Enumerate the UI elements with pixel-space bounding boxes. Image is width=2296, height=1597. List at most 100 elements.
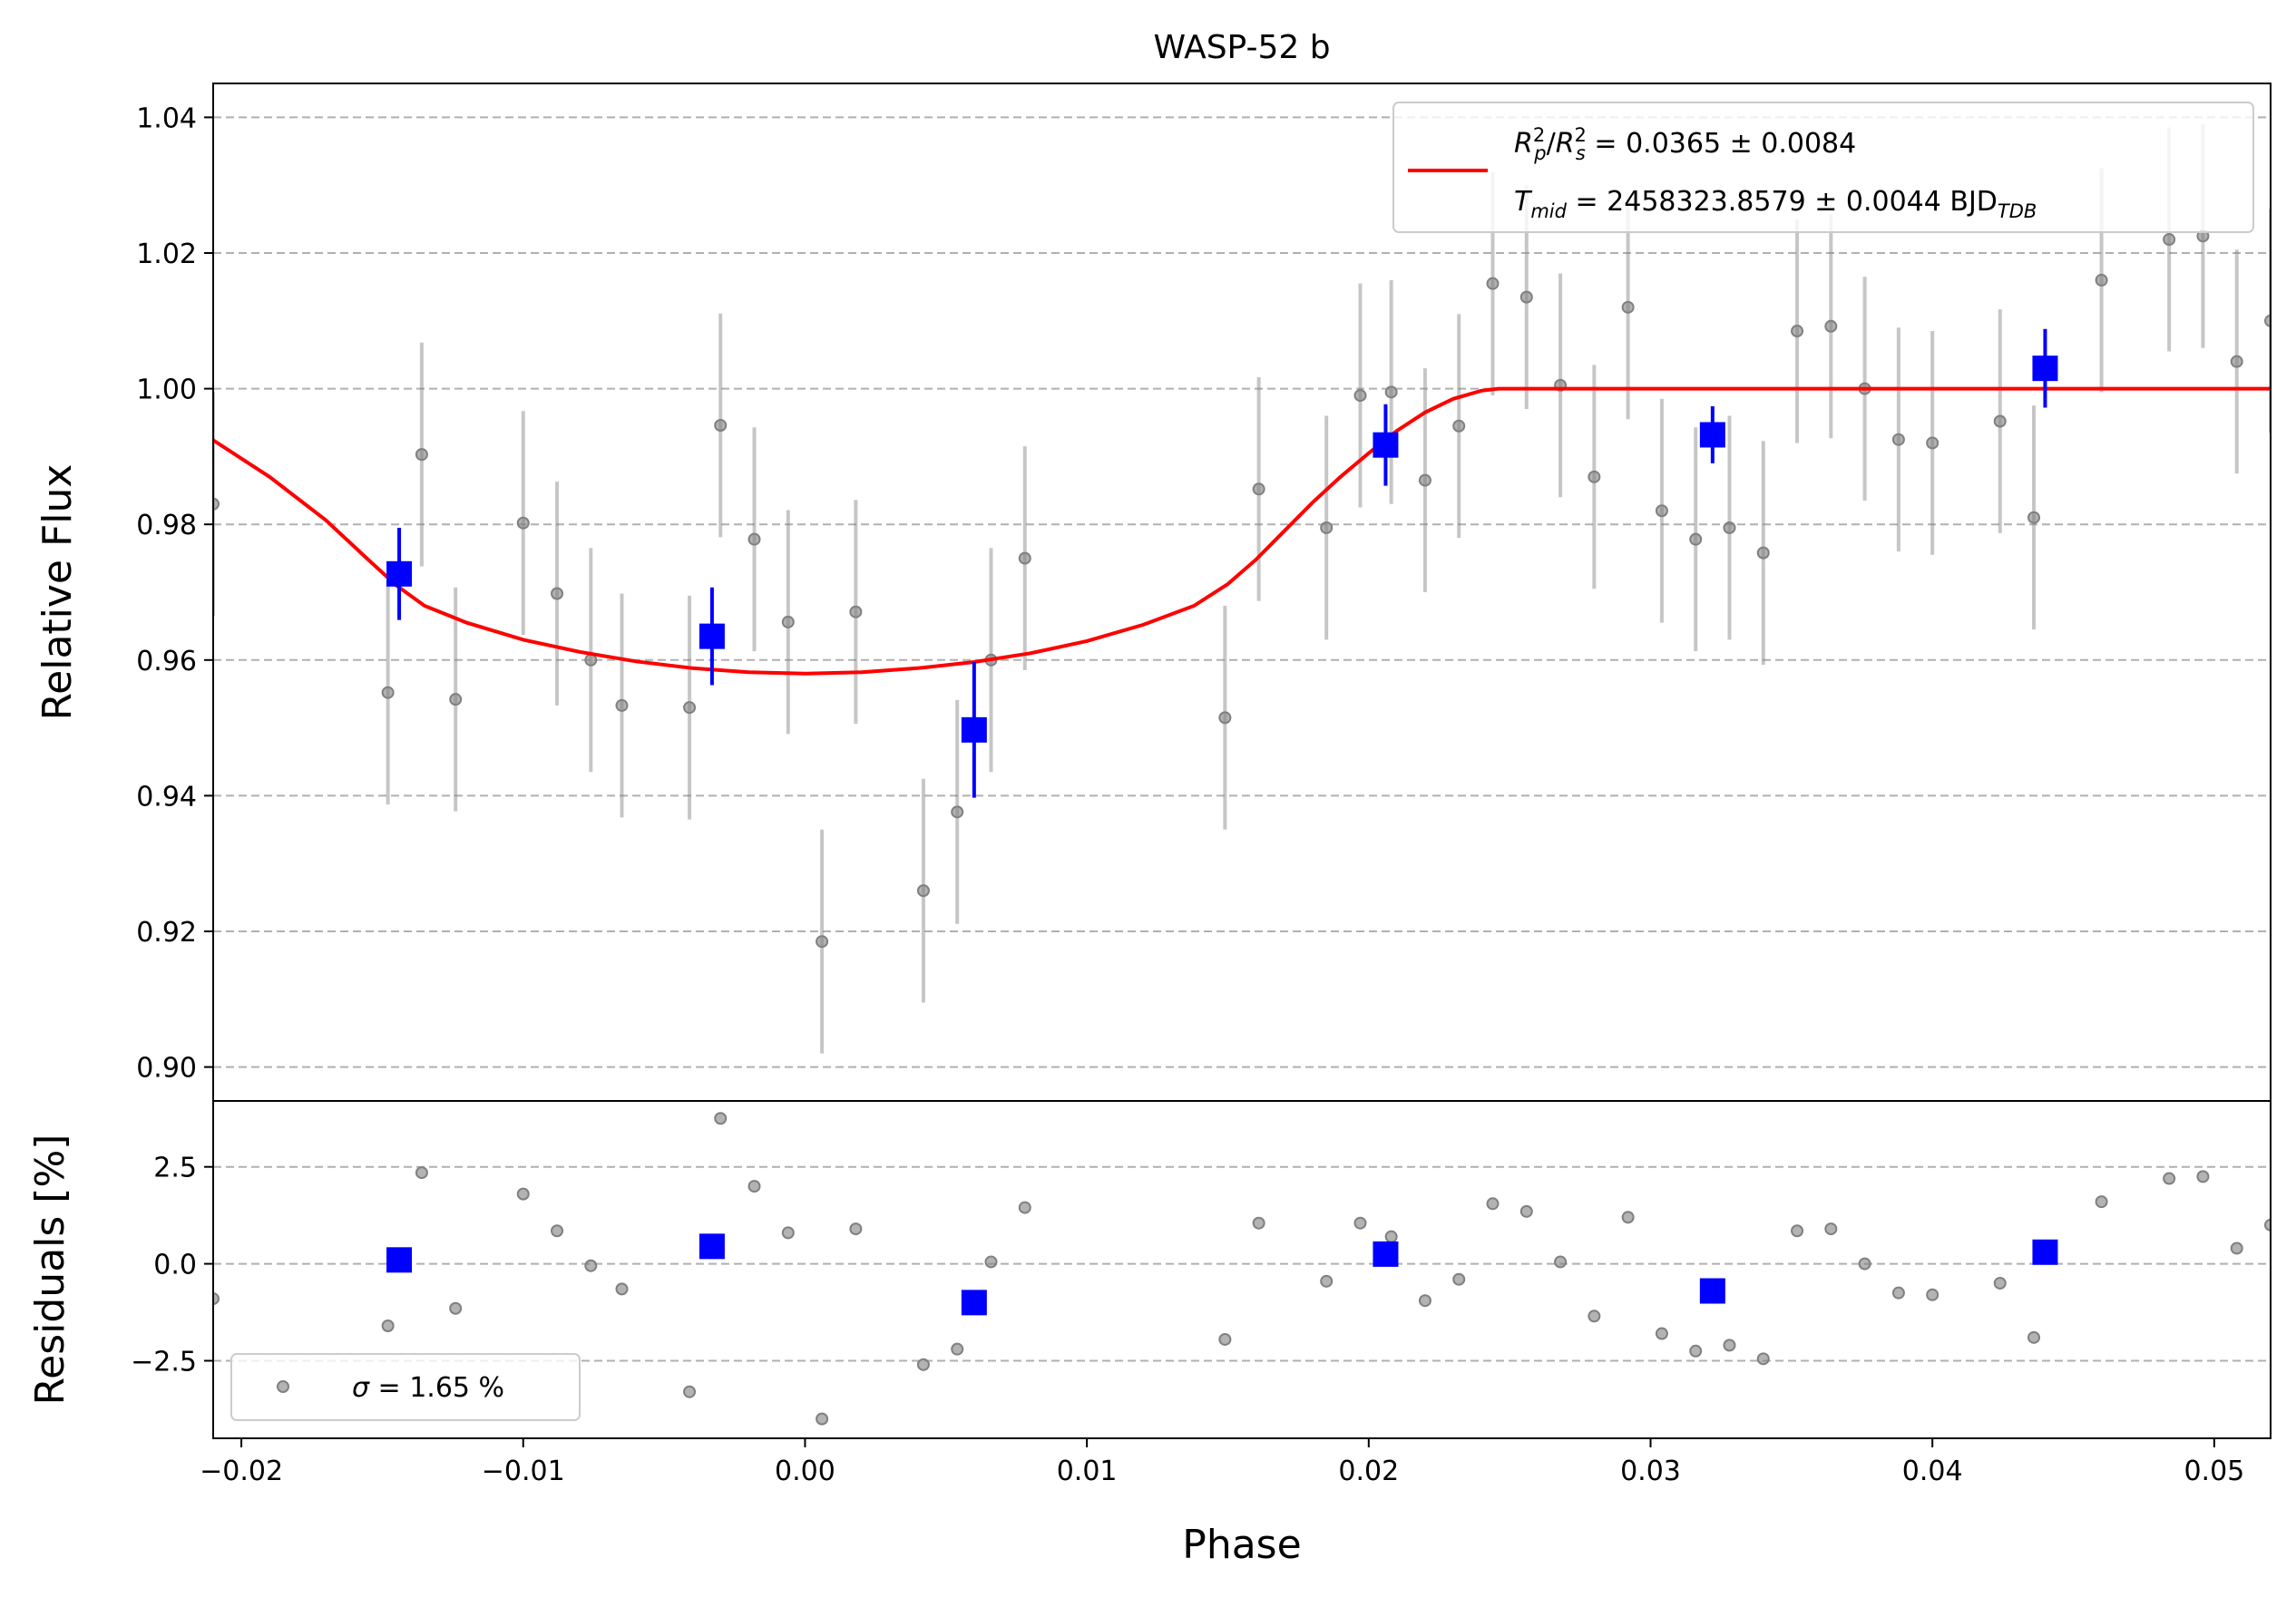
residual-binned-point — [2032, 1239, 2058, 1265]
raw-point — [747, 532, 761, 546]
raw-point — [1018, 551, 1031, 565]
residual-raw-point — [2027, 1330, 2041, 1344]
binned-point — [2032, 355, 2058, 382]
residual-raw-point — [1926, 1288, 1939, 1301]
residuals-legend-box — [230, 1353, 581, 1421]
raw-point — [1418, 473, 1431, 487]
main-y-tick-label: 0.92 — [136, 917, 197, 949]
residual-binned-point — [699, 1233, 725, 1260]
raw-point — [1824, 319, 1838, 333]
residual-raw-point — [584, 1259, 598, 1272]
residual-raw-point — [1018, 1201, 1031, 1214]
main-panel: 0.90 0.92 0.94 0.96 0.98 1.00 1.02 1.04 Relativ… — [34, 83, 2272, 1102]
residuals-panel: −2.5 0.0 2.5 −0.02 −0.01 0.00 0.01 0.02 0.03 0.0… — [27, 1100, 2272, 1568]
residual-raw-point — [381, 1319, 395, 1332]
raw-point — [1320, 521, 1334, 534]
residuals-y-axis-label: Residuals [%] — [27, 1134, 73, 1406]
main-y-tick-label: 0.98 — [136, 510, 197, 541]
residual-raw-point — [1252, 1216, 1265, 1230]
raw-point — [714, 418, 728, 432]
main-plot-area — [213, 123, 2271, 1054]
raw-point — [849, 605, 863, 618]
binned-point — [386, 560, 413, 587]
legend-rp-symbol: R — [1514, 128, 1533, 160]
residual-raw-point — [1353, 1216, 1367, 1230]
raw-point — [1218, 711, 1232, 725]
residual-raw-point — [951, 1342, 964, 1356]
binned-point — [1699, 422, 1725, 448]
raw-point — [2264, 314, 2271, 327]
main-legend-box — [1392, 102, 2254, 233]
residual-raw-point — [1791, 1224, 1804, 1238]
raw-point — [1689, 532, 1703, 546]
residual-raw-point — [1858, 1257, 1871, 1271]
raw-point — [213, 497, 220, 511]
x-tick-label: −0.01 — [482, 1456, 565, 1487]
raw-point — [516, 516, 530, 530]
model-curve — [213, 386, 2271, 676]
x-axis-label: Phase — [1182, 1522, 1301, 1568]
residual-raw-point — [449, 1301, 463, 1315]
residual-raw-point — [213, 1292, 220, 1306]
binned-point — [1373, 432, 1399, 458]
raw-point — [1655, 504, 1668, 518]
residual-raw-point — [2264, 1218, 2271, 1232]
legend-rs-symbol: R — [1556, 128, 1575, 160]
residuals-plot-area — [213, 1112, 2271, 1426]
residuals-y-tick-label: 0.0 — [153, 1250, 197, 1281]
residual-raw-point — [1655, 1327, 1668, 1340]
legend-t-symbol: T — [1514, 186, 1533, 218]
raw-point — [1723, 521, 1736, 534]
raw-point — [781, 615, 795, 628]
residual-raw-point — [714, 1112, 728, 1125]
residual-raw-point — [1588, 1310, 1601, 1323]
residual-raw-point — [2196, 1170, 2210, 1183]
residual-raw-point — [1756, 1352, 1770, 1366]
residual-raw-point — [781, 1226, 795, 1240]
raw-point — [951, 805, 964, 819]
legend-entry-tmid: Tmid = 2458323.8579 ± 0.0044 BJDTDB — [1514, 186, 2037, 222]
raw-point — [1384, 385, 1398, 399]
x-tick-label: 0.00 — [775, 1456, 835, 1487]
main-y-tick-label: 1.02 — [136, 239, 197, 270]
raw-point — [1926, 436, 1939, 450]
legend-sigma-value: = 1.65 % — [369, 1372, 504, 1404]
raw-point — [916, 884, 930, 898]
raw-point — [2095, 273, 2108, 287]
binned-point — [961, 716, 987, 743]
legend-entry-radius-ratio: R2 p/R2 s = 0.0365 ± 0.0084 — [1514, 124, 1856, 164]
residual-raw-point — [415, 1166, 428, 1180]
residual-binned-point — [1373, 1241, 1399, 1267]
residual-raw-point — [1689, 1344, 1703, 1358]
residual-raw-point — [2163, 1172, 2176, 1185]
raw-point — [1756, 546, 1770, 560]
residual-raw-point — [1486, 1197, 1500, 1211]
legend-rs-sub: s — [1576, 142, 1586, 164]
raw-point — [1252, 482, 1265, 496]
x-tick-label: 0.03 — [1620, 1456, 1681, 1487]
chart-title: WASP-52 b — [1153, 29, 1330, 66]
residual-raw-point — [1418, 1294, 1431, 1308]
legend-t-sub: mid — [1530, 200, 1567, 222]
legend-slash: / — [1547, 128, 1557, 160]
binned-point — [699, 623, 725, 649]
raw-point — [1486, 277, 1500, 290]
raw-point — [683, 701, 697, 715]
legend-rp-sub: p — [1533, 142, 1546, 164]
residual-raw-point — [615, 1282, 629, 1296]
x-tick-label: 0.05 — [2184, 1456, 2244, 1487]
main-legend: R2 p/R2 s = 0.0365 ± 0.0084 Tmid = 2458323… — [1392, 102, 2254, 233]
legend-sigma-symbol: σ — [352, 1372, 370, 1404]
residual-raw-point — [916, 1358, 930, 1371]
residual-raw-point — [1723, 1339, 1736, 1352]
residual-binned-point — [386, 1247, 413, 1273]
raw-point — [1791, 325, 1804, 338]
main-y-tick-label: 1.04 — [136, 102, 197, 134]
legend-raw-marker — [277, 1380, 289, 1393]
main-y-tick-label: 1.00 — [136, 375, 197, 406]
raw-point — [1452, 419, 1466, 433]
residual-raw-point — [1218, 1332, 1232, 1346]
raw-point — [615, 698, 629, 712]
residual-raw-point — [849, 1222, 863, 1236]
legend-rp-sup: 2 — [1533, 124, 1545, 146]
